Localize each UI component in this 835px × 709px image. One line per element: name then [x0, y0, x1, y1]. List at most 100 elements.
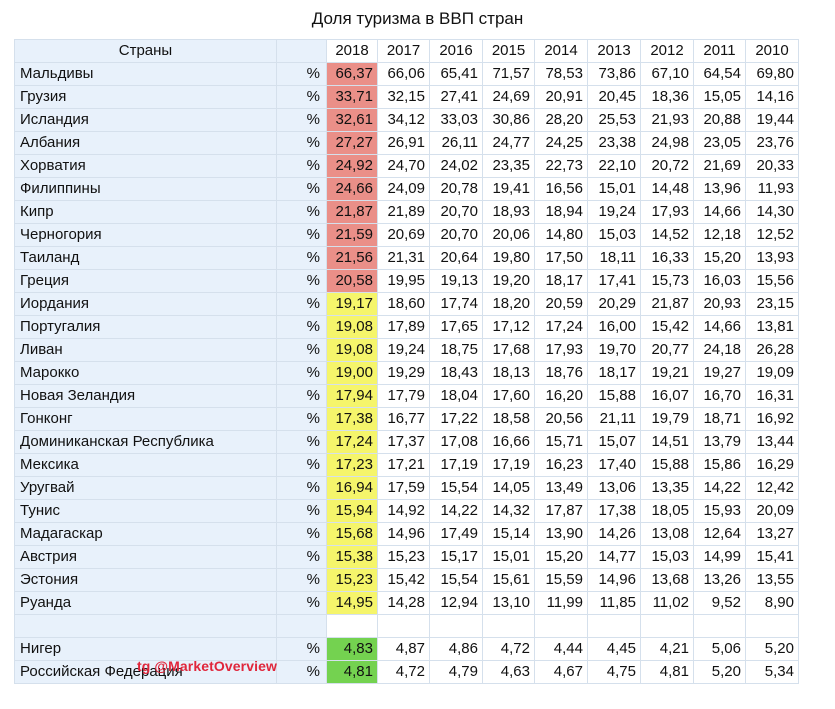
year-column-header[interactable]: 2011	[693, 39, 746, 63]
country-name-cell: Марокко	[14, 361, 277, 385]
value-cell: 20,06	[482, 223, 535, 247]
watermark-text: tg @MarketOverview	[137, 658, 277, 674]
value-cell: 65,41	[429, 62, 483, 86]
highlighted-value-cell: 16,94	[326, 476, 378, 500]
value-cell: 18,04	[429, 384, 483, 408]
value-cell: 21,11	[587, 407, 641, 431]
value-cell: 13,96	[693, 177, 746, 201]
country-name-cell: Хорватия	[14, 154, 277, 178]
value-cell: 15,61	[482, 568, 535, 592]
value-cell: 16,23	[534, 453, 588, 477]
value-cell: 15,01	[587, 177, 641, 201]
country-name-cell: Новая Зеландия	[14, 384, 277, 408]
value-cell: 14,30	[745, 200, 799, 224]
value-cell: 20,72	[640, 154, 694, 178]
value-cell: 17,37	[377, 430, 430, 454]
value-cell: 5,20	[693, 660, 746, 684]
value-cell: 66,06	[377, 62, 430, 86]
empty-cell	[276, 614, 327, 638]
table-row: Ливан% 19,08 19,24 18,75 17,68 17,93 19,70 20,7…	[14, 338, 799, 362]
table-row: Мексика% 17,23 17,21 17,19 17,19 16,23 17,40 15…	[14, 453, 799, 477]
value-cell: 21,31	[377, 246, 430, 270]
highlighted-value-cell: 19,17	[326, 292, 378, 316]
value-cell: 18,76	[534, 361, 588, 385]
unit-cell: %	[276, 476, 327, 500]
country-name-cell: Российская Федерация	[14, 660, 277, 684]
value-cell: 23,05	[693, 131, 746, 155]
highlighted-value-cell: 32,61	[326, 108, 378, 132]
value-cell: 24,09	[377, 177, 430, 201]
value-cell: 16,07	[640, 384, 694, 408]
value-cell: 24,98	[640, 131, 694, 155]
unit-cell: %	[276, 637, 327, 661]
value-cell: 20,59	[534, 292, 588, 316]
year-column-header[interactable]: 2012	[640, 39, 694, 63]
value-cell: 13,68	[640, 568, 694, 592]
value-cell: 4,21	[640, 637, 694, 661]
value-cell: 14,22	[429, 499, 483, 523]
year-column-header[interactable]: 2014	[534, 39, 588, 63]
highlighted-value-cell: 20,58	[326, 269, 378, 293]
highlighted-value-cell: 33,71	[326, 85, 378, 109]
value-cell: 13,49	[534, 476, 588, 500]
value-cell: 14,77	[587, 545, 641, 569]
table-row: Руанда% 14,95 14,28 12,94 13,10 11,99 11,85 11,…	[14, 591, 799, 615]
table-row: Хорватия% 24,92 24,70 24,02 23,35 22,73 22,10 2…	[14, 154, 799, 178]
country-name-cell: Иордания	[14, 292, 277, 316]
value-cell: 14,96	[377, 522, 430, 546]
value-cell: 11,99	[534, 591, 588, 615]
value-cell: 71,57	[482, 62, 535, 86]
value-cell: 4,67	[534, 660, 588, 684]
highlighted-value-cell: 17,23	[326, 453, 378, 477]
value-cell: 15,07	[587, 430, 641, 454]
year-column-header[interactable]: 2010	[745, 39, 799, 63]
table-row: Иордания% 19,17 18,60 17,74 18,20 20,59 20,29 2…	[14, 292, 799, 316]
value-cell: 15,42	[377, 568, 430, 592]
value-cell: 18,58	[482, 407, 535, 431]
country-column-header[interactable]: Страны	[14, 39, 277, 63]
value-cell: 16,29	[745, 453, 799, 477]
unit-cell: %	[276, 200, 327, 224]
value-cell: 16,20	[534, 384, 588, 408]
unit-cell: %	[276, 407, 327, 431]
value-cell: 15,93	[693, 499, 746, 523]
year-column-header[interactable]: 2017	[377, 39, 430, 63]
table-row: Новая Зеландия% 17,94 17,79 18,04 17,60 16,20…	[14, 384, 799, 408]
unit-cell: %	[276, 430, 327, 454]
value-cell: 16,92	[745, 407, 799, 431]
value-cell: 19,29	[377, 361, 430, 385]
value-cell: 14,22	[693, 476, 746, 500]
country-name-cell: Греция	[14, 269, 277, 293]
year-column-header[interactable]: 2018	[326, 39, 378, 63]
empty-cell	[693, 614, 746, 638]
country-name-cell: Таиланд	[14, 246, 277, 270]
value-cell: 14,28	[377, 591, 430, 615]
value-cell: 18,43	[429, 361, 483, 385]
unit-cell: %	[276, 660, 327, 684]
value-cell: 21,69	[693, 154, 746, 178]
value-cell: 17,41	[587, 269, 641, 293]
value-cell: 14,92	[377, 499, 430, 523]
value-cell: 17,49	[429, 522, 483, 546]
value-cell: 15,23	[377, 545, 430, 569]
highlighted-value-cell: 21,56	[326, 246, 378, 270]
highlighted-value-cell: 66,37	[326, 62, 378, 86]
highlighted-value-cell: 15,23	[326, 568, 378, 592]
value-cell: 4,44	[534, 637, 588, 661]
empty-cell	[326, 614, 378, 638]
value-cell: 19,21	[640, 361, 694, 385]
header-row: Страны 2018 2017 2016 2015 2014 2013 201…	[14, 39, 799, 63]
value-cell: 13,44	[745, 430, 799, 454]
unit-cell: %	[276, 545, 327, 569]
year-column-header[interactable]: 2015	[482, 39, 535, 63]
value-cell: 18,60	[377, 292, 430, 316]
value-cell: 17,93	[534, 338, 588, 362]
empty-cell	[587, 614, 641, 638]
year-column-header[interactable]: 2016	[429, 39, 483, 63]
highlighted-value-cell: 21,59	[326, 223, 378, 247]
country-name-cell: Руанда	[14, 591, 277, 615]
year-column-header[interactable]: 2013	[587, 39, 641, 63]
value-cell: 13,06	[587, 476, 641, 500]
value-cell: 15,86	[693, 453, 746, 477]
country-name-cell: Мадагаскар	[14, 522, 277, 546]
